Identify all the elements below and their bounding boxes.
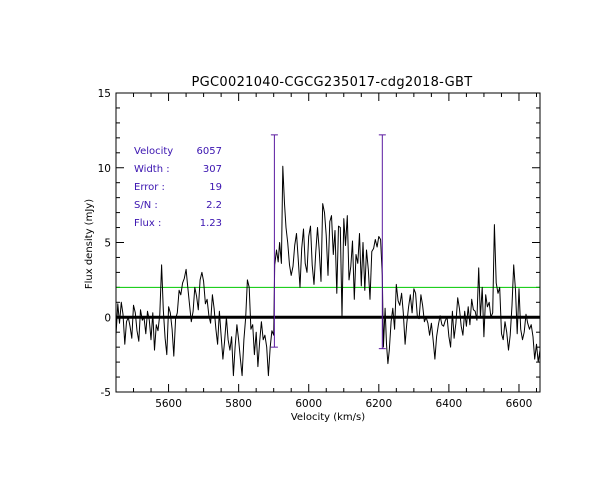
annotation-value: 6057 [197,146,222,157]
y-tick-label: 5 [104,238,111,250]
annotation-panel: Velocity 6057 Width : 307 Error : 19 S/N… [134,146,222,229]
annotation-value: 1.23 [200,218,222,229]
y-tick-label: 15 [98,88,111,100]
x-tick-label: 5600 [155,398,182,410]
x-tick-label: 5800 [225,398,252,410]
chart-title: PGC0021040-CGCG235017-cdg2018-GBT [192,75,473,90]
annotation-label: Velocity [134,146,173,157]
plot-frame [115,92,541,393]
annotation-label: Flux : [134,218,161,229]
x-tick-label: 6200 [365,398,392,410]
y-axis-label: Flux density (mJy) [84,199,95,289]
x-tick-label: 6000 [295,398,322,410]
x-tick-label: 6400 [436,398,463,410]
annotation-label: S/N : [134,200,158,211]
annotation-value: 19 [209,182,222,193]
annotation-value: 307 [203,164,222,175]
y-tick-label: 0 [104,312,111,324]
x-tick-label: 6600 [506,398,533,410]
y-tick-label: -5 [101,387,111,399]
annotation-label: Width : [134,164,170,175]
annotation-value: 2.2 [206,200,222,211]
axis-ticks: 5600 5800 6000 6200 6400 6600 -5 0 5 10 15 [98,88,540,410]
x-axis-label: Velocity (km/s) [291,412,365,423]
y-tick-label: 10 [98,163,111,175]
annotation-label: Error : [134,182,165,193]
spectrum-line [116,165,540,377]
